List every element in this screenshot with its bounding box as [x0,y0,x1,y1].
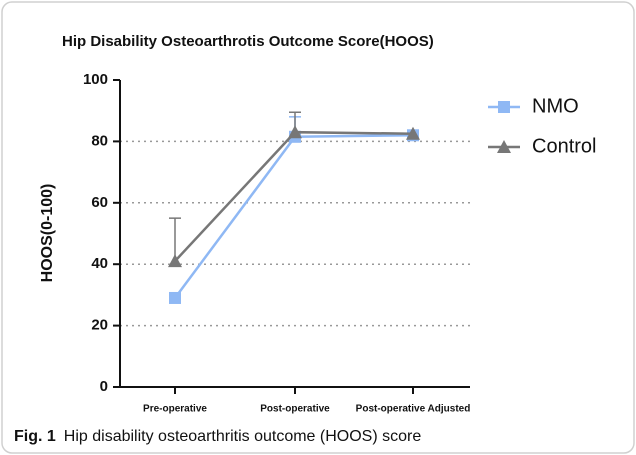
y-tick-label: 40 [91,255,108,272]
marker [168,254,182,268]
y-tick-label: 80 [91,132,108,149]
legend-label: Control [532,135,596,157]
y-axis-label: HOOS(0-100) [39,184,56,283]
legend-label: NMO [532,95,579,117]
caption: Fig. 1 Hip disability osteoarthritis outc… [14,428,421,445]
marker [288,125,302,139]
chart-title: Hip Disability Osteoarthrotis Outcome Sc… [62,33,434,50]
y-tick-label: 100 [83,71,108,88]
caption-label: Fig. 1 [14,428,56,445]
y-tick-label: 0 [100,378,108,395]
x-tick-label: Post-operative [260,404,330,415]
caption-text: Hip disability osteoarthritis outcome (H… [64,428,422,445]
legend-marker [498,101,510,113]
marker [169,291,181,304]
y-tick-label: 20 [91,317,108,334]
legend-marker [497,140,511,153]
y-tick-label: 60 [91,194,108,211]
marker [406,126,420,140]
x-tick-label: Post-operative Adjusted [356,404,471,415]
x-tick-label: Pre-operative [143,404,207,415]
